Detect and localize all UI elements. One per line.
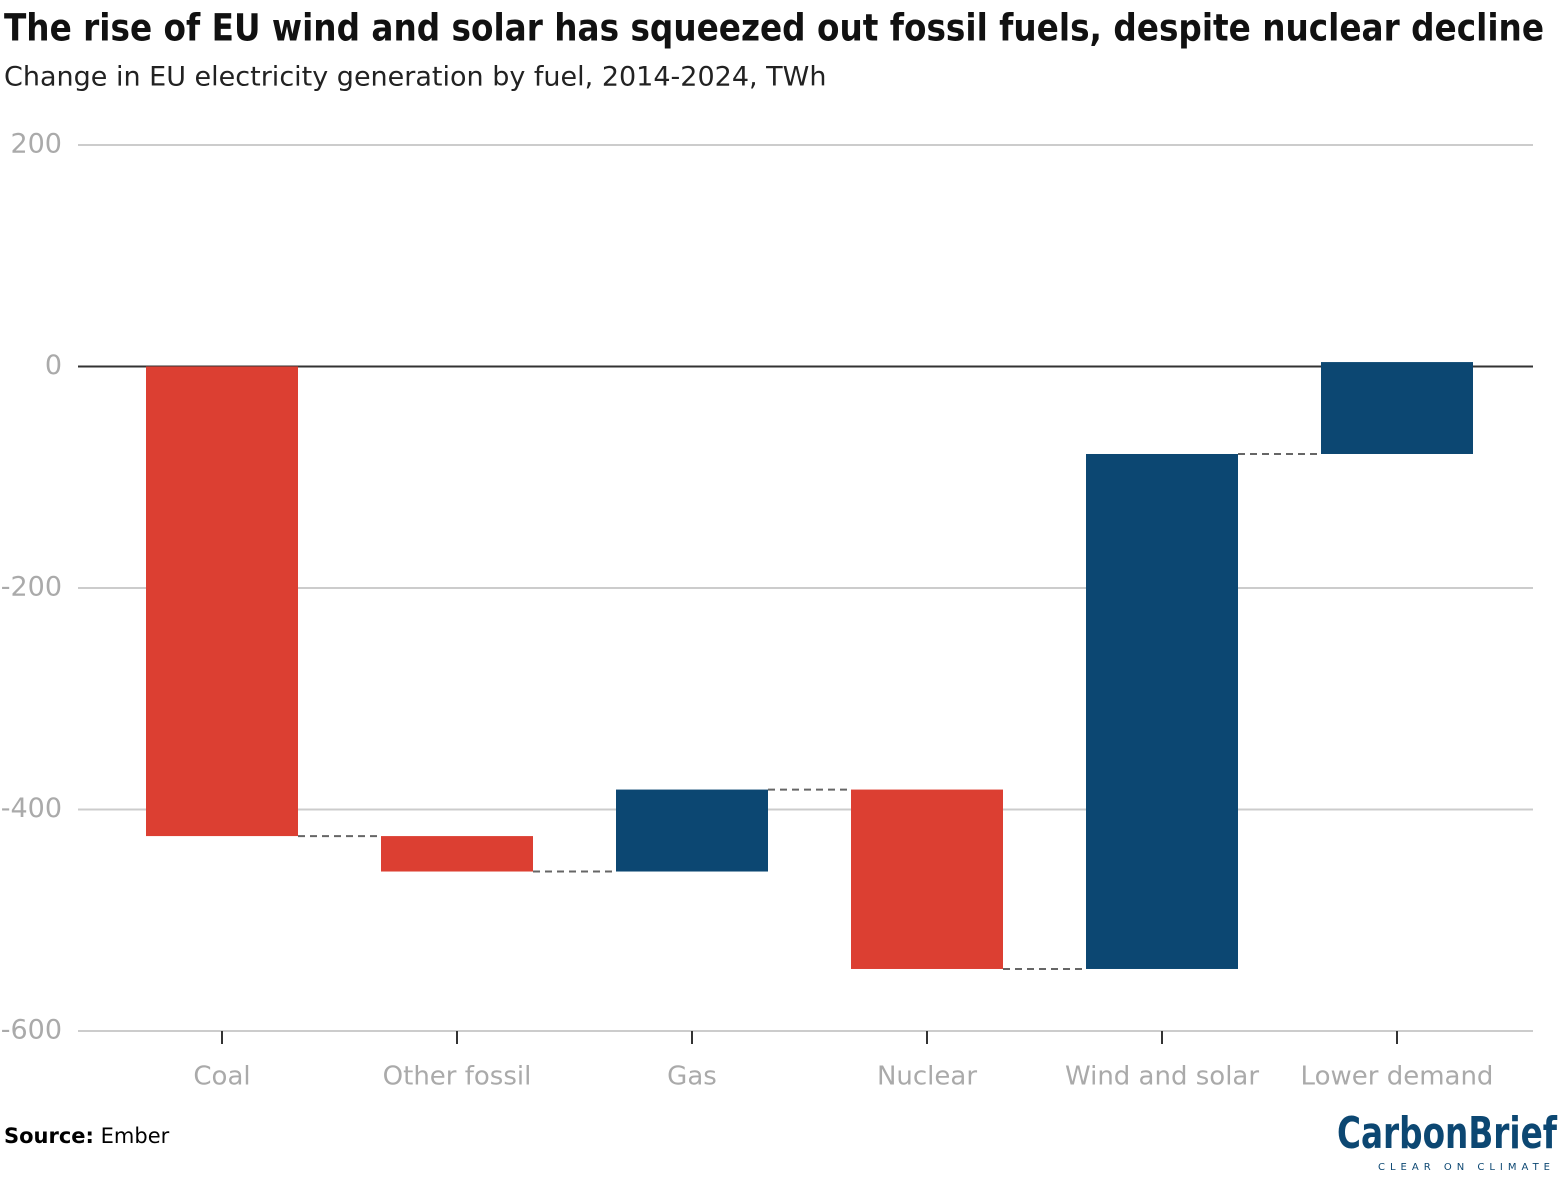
- y-tick-label: -600: [1, 1015, 62, 1046]
- y-tick-label: 200: [10, 129, 62, 160]
- logo: CarbonBrief: [1337, 1108, 1558, 1159]
- bar: [1086, 453, 1238, 969]
- x-tick-label: Gas: [667, 1062, 717, 1092]
- bar: [616, 789, 768, 872]
- bar: [1321, 362, 1473, 454]
- x-tick-label: Other fossil: [383, 1062, 532, 1092]
- y-tick-label: -200: [1, 572, 62, 603]
- source-name: Ember: [101, 1124, 170, 1148]
- x-tick-label: Coal: [193, 1062, 250, 1092]
- y-tick-label: -400: [1, 793, 62, 824]
- bar: [381, 836, 533, 872]
- y-tick-label: 0: [45, 350, 62, 381]
- x-tick-label: Lower demand: [1301, 1062, 1494, 1092]
- chart-subtitle: Change in EU electricity generation by f…: [4, 62, 826, 93]
- bar: [851, 789, 1003, 969]
- chart-title: The rise of EU wind and solar has squeez…: [4, 7, 1544, 50]
- x-tick-label: Wind and solar: [1065, 1062, 1259, 1092]
- x-tick-label: Nuclear: [877, 1062, 977, 1092]
- source-label: Source:: [4, 1124, 94, 1148]
- source: Source: Ember: [4, 1124, 170, 1148]
- logo-tagline: CLEAR ON CLIMATE: [1378, 1162, 1555, 1173]
- bar: [146, 366, 298, 837]
